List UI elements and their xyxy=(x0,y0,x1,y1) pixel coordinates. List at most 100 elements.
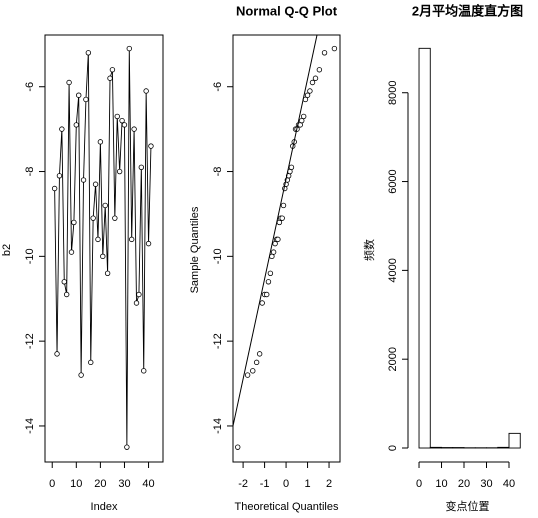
data-point xyxy=(321,50,328,56)
x-axis-label: 变点位置 xyxy=(446,499,490,513)
x-tick-label: 40 xyxy=(503,478,515,490)
data-point xyxy=(78,372,84,378)
data-point xyxy=(259,300,265,306)
data-point xyxy=(85,50,92,56)
data-point xyxy=(309,79,316,86)
y-tick-label: 8000 xyxy=(387,80,399,104)
bar xyxy=(508,432,521,449)
x-tick-label: 20 xyxy=(458,478,470,490)
data-line xyxy=(54,48,152,448)
data-point xyxy=(138,164,145,170)
data-point xyxy=(307,88,313,94)
y-tick-label: -12 xyxy=(24,333,36,349)
data-point xyxy=(244,372,251,378)
x-tick-label: 10 xyxy=(435,478,447,490)
data-point xyxy=(121,122,128,128)
data-point xyxy=(141,368,147,374)
x-tick-label: 0 xyxy=(283,478,289,490)
data-point xyxy=(275,236,281,243)
data-point xyxy=(107,75,113,81)
data-point xyxy=(145,240,152,247)
data-point xyxy=(267,270,274,277)
data-point xyxy=(73,122,80,128)
y-tick-label: -10 xyxy=(24,248,36,264)
x-tick-label: -1 xyxy=(260,478,270,490)
y-tick-label: 4000 xyxy=(387,258,399,282)
x-tick-label: 40 xyxy=(142,478,154,490)
data-point xyxy=(312,75,319,81)
y-tick-label: 6000 xyxy=(387,169,399,193)
data-point xyxy=(270,249,277,255)
data-point xyxy=(66,79,72,86)
data-point xyxy=(256,351,263,357)
data-point xyxy=(280,202,287,209)
data-point xyxy=(80,177,87,183)
y-axis-label: Sample Quantiles xyxy=(189,206,201,293)
data-point xyxy=(76,92,82,98)
data-point xyxy=(126,45,132,52)
bar xyxy=(429,446,442,449)
data-point xyxy=(235,444,241,450)
data-point xyxy=(148,143,154,149)
x-axis-label: Index xyxy=(91,501,118,513)
data-point xyxy=(300,113,307,120)
y-tick-label: -8 xyxy=(212,167,224,177)
bar xyxy=(497,446,510,449)
chart-title: 2月平均温度直方图 xyxy=(412,3,523,18)
x-tick-label: 30 xyxy=(118,478,130,490)
plot-box xyxy=(44,34,164,463)
data-point xyxy=(71,219,77,226)
data-point xyxy=(288,164,295,170)
data-point xyxy=(250,368,256,374)
x-tick-label: -2 xyxy=(238,478,248,490)
data-point xyxy=(54,351,60,357)
data-point xyxy=(104,270,111,277)
y-tick-label: -14 xyxy=(212,418,224,434)
data-point xyxy=(112,215,118,221)
data-point xyxy=(316,67,323,73)
y-tick-label: -14 xyxy=(24,418,36,434)
data-point xyxy=(119,117,125,124)
data-point xyxy=(143,88,149,94)
data-point xyxy=(61,279,67,285)
y-axis-label: b2 xyxy=(1,244,13,256)
data-point xyxy=(124,444,130,450)
data-point xyxy=(100,253,106,260)
y-axis-label: 频数 xyxy=(362,239,376,261)
bar xyxy=(418,47,431,449)
data-point xyxy=(116,168,123,175)
y-tick-label: 2000 xyxy=(387,347,399,371)
data-point xyxy=(95,236,101,243)
data-point xyxy=(128,236,135,243)
data-point xyxy=(51,185,58,192)
data-point xyxy=(114,113,120,120)
x-tick-label: 20 xyxy=(94,478,106,490)
x-tick-label: 0 xyxy=(49,478,55,490)
plot-box xyxy=(232,34,341,463)
y-tick-label: -6 xyxy=(212,82,224,92)
data-point xyxy=(304,92,311,98)
data-point xyxy=(90,215,96,221)
x-tick-label: 30 xyxy=(480,478,492,490)
data-point xyxy=(331,45,338,52)
x-tick-label: 1 xyxy=(304,478,310,490)
x-axis-label: Theoretical Quantiles xyxy=(235,501,339,513)
data-point xyxy=(109,67,116,73)
data-point xyxy=(299,117,305,124)
data-point xyxy=(136,291,142,298)
data-point xyxy=(102,202,108,209)
x-tick-label: 2 xyxy=(326,478,332,490)
data-point xyxy=(83,96,89,103)
qq-line xyxy=(233,35,318,427)
data-point xyxy=(56,173,63,179)
data-point xyxy=(131,126,137,132)
data-point xyxy=(279,215,285,221)
data-point xyxy=(63,291,70,298)
data-point xyxy=(92,181,99,187)
data-point xyxy=(97,139,104,145)
y-tick-label: -12 xyxy=(212,333,224,349)
y-tick-label: 0 xyxy=(387,445,399,451)
data-point xyxy=(253,359,260,366)
x-tick-label: 10 xyxy=(70,478,82,490)
